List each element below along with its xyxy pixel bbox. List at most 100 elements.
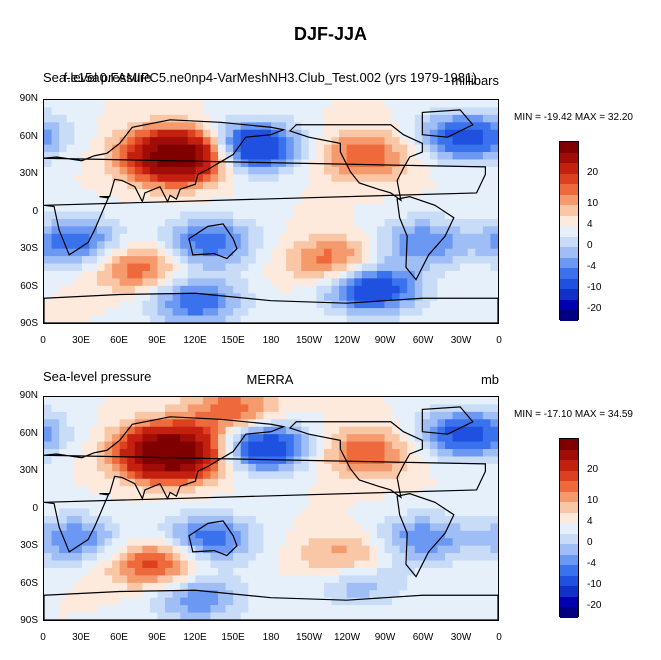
field-cell bbox=[452, 285, 461, 294]
field-cell bbox=[142, 560, 151, 569]
field-cell bbox=[112, 218, 121, 227]
field-cell bbox=[482, 456, 492, 465]
field-cell bbox=[369, 471, 378, 480]
field-cell bbox=[119, 181, 128, 190]
field-cell bbox=[301, 582, 310, 591]
field-cell bbox=[278, 530, 287, 539]
field-cell bbox=[475, 241, 484, 250]
field-cell bbox=[81, 308, 90, 317]
field-cell bbox=[399, 270, 408, 279]
field-cell bbox=[134, 308, 143, 317]
field-cell bbox=[225, 605, 234, 614]
field-cell bbox=[384, 204, 393, 213]
field-cell bbox=[354, 411, 363, 420]
field-cell bbox=[248, 545, 257, 554]
field-cell bbox=[271, 233, 280, 242]
field-cell bbox=[346, 605, 355, 614]
field-cell bbox=[74, 263, 83, 272]
field-cell bbox=[180, 597, 189, 606]
field-cell bbox=[467, 114, 476, 123]
field-cell bbox=[96, 315, 106, 323]
field-cell bbox=[187, 300, 196, 309]
field-cell bbox=[104, 218, 113, 227]
field-cell bbox=[74, 419, 83, 428]
field-cell bbox=[460, 530, 469, 539]
field-cell bbox=[293, 181, 302, 190]
field-cell bbox=[271, 129, 280, 138]
field-cell bbox=[112, 463, 121, 472]
field-cell bbox=[187, 166, 196, 175]
panel-2-center-label: MERRA bbox=[246, 372, 294, 387]
field-cell bbox=[361, 590, 370, 599]
field-cell bbox=[248, 204, 257, 213]
field-cell bbox=[157, 530, 166, 539]
field-cell bbox=[195, 419, 204, 428]
colorbar-label: -10 bbox=[587, 282, 602, 294]
field-cell bbox=[278, 486, 287, 495]
field-cell bbox=[119, 100, 128, 109]
field-cell bbox=[452, 129, 461, 138]
field-cell bbox=[127, 426, 136, 435]
field-cell bbox=[422, 189, 431, 198]
field-cell bbox=[467, 582, 476, 591]
field-cell bbox=[429, 411, 439, 420]
field-cell bbox=[134, 597, 143, 606]
field-cell bbox=[195, 189, 204, 198]
field-cell bbox=[286, 241, 295, 250]
field-cell bbox=[202, 553, 212, 562]
field-cell bbox=[44, 129, 53, 138]
field-cell bbox=[369, 256, 378, 265]
field-cell bbox=[399, 100, 408, 109]
field-cell bbox=[180, 575, 189, 584]
field-cell bbox=[59, 553, 68, 562]
field-cell bbox=[210, 397, 219, 406]
field-cell bbox=[392, 152, 401, 161]
field-cell bbox=[172, 612, 181, 620]
lon-tick-label: 90E bbox=[148, 335, 166, 346]
field-cell bbox=[240, 501, 249, 510]
field-cell bbox=[331, 226, 340, 235]
field-cell bbox=[460, 278, 469, 287]
field-cell bbox=[414, 315, 423, 323]
field-cell bbox=[278, 523, 287, 532]
field-cell bbox=[331, 285, 340, 294]
field-cell bbox=[134, 530, 143, 539]
field-cell bbox=[369, 441, 378, 450]
field-cell bbox=[51, 523, 60, 532]
field-cell bbox=[248, 181, 257, 190]
field-cell bbox=[89, 426, 98, 435]
field-cell bbox=[482, 248, 492, 257]
field-cell bbox=[127, 582, 136, 591]
field-cell bbox=[255, 597, 265, 606]
field-cell bbox=[445, 441, 454, 450]
field-cell bbox=[180, 278, 189, 287]
field-cell bbox=[225, 233, 234, 242]
field-cell bbox=[323, 204, 333, 213]
field-cell bbox=[240, 174, 249, 183]
field-cell bbox=[255, 471, 265, 480]
field-cell bbox=[354, 419, 363, 428]
field-cell bbox=[475, 122, 484, 131]
field-cell bbox=[429, 567, 439, 576]
field-cell bbox=[392, 233, 401, 242]
field-cell bbox=[210, 471, 219, 480]
field-cell bbox=[96, 100, 106, 109]
field-cell bbox=[369, 545, 378, 554]
field-cell bbox=[467, 411, 476, 420]
field-cell bbox=[112, 226, 121, 235]
field-cell bbox=[323, 523, 333, 532]
field-cell bbox=[172, 308, 181, 317]
field-cell bbox=[263, 538, 272, 547]
field-cell bbox=[157, 248, 166, 257]
field-cell bbox=[407, 590, 416, 599]
field-cell bbox=[172, 107, 181, 116]
field-cell bbox=[482, 530, 492, 539]
field-cell bbox=[369, 478, 378, 487]
field-cell bbox=[142, 501, 151, 510]
field-cell bbox=[157, 144, 166, 153]
field-cell bbox=[346, 181, 355, 190]
field-cell bbox=[172, 501, 181, 510]
field-cell bbox=[225, 278, 234, 287]
field-cell bbox=[437, 270, 446, 279]
field-cell bbox=[112, 530, 121, 539]
